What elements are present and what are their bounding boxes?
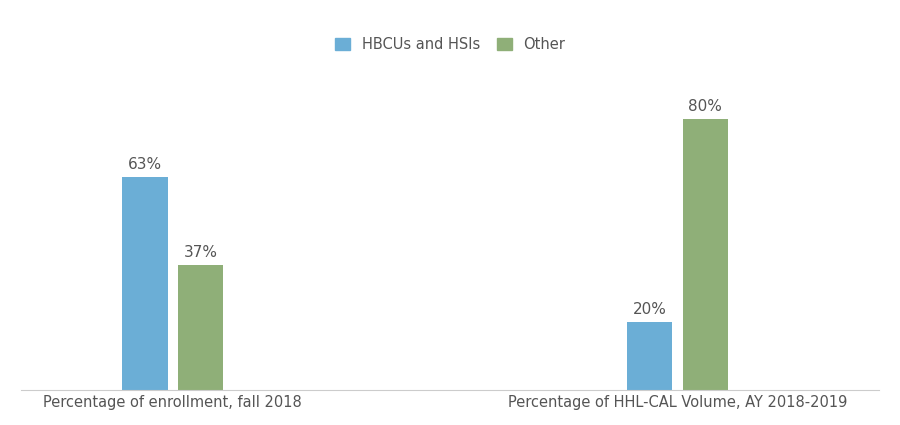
Bar xyxy=(122,177,167,390)
Text: 20%: 20% xyxy=(633,302,667,317)
Bar xyxy=(627,323,672,390)
Text: 80%: 80% xyxy=(688,99,722,114)
Text: 63%: 63% xyxy=(128,156,162,172)
Bar xyxy=(682,119,728,390)
Text: 37%: 37% xyxy=(184,245,218,260)
Legend: HBCUs and HSIs, Other: HBCUs and HSIs, Other xyxy=(336,37,565,52)
Bar xyxy=(178,265,223,390)
